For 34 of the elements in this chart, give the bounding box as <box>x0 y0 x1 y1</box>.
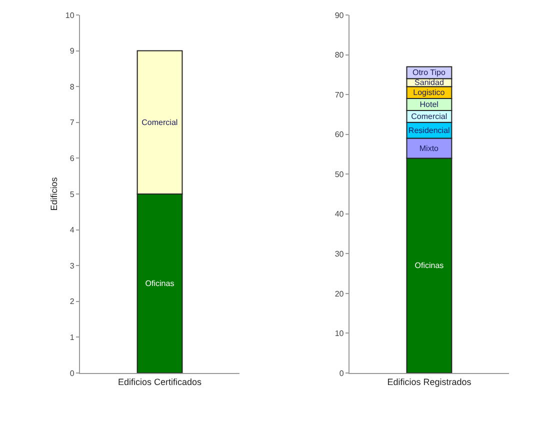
y-tick-label: 90 <box>334 10 344 20</box>
y-tick-label: 60 <box>334 130 344 140</box>
y-tick-label: 4 <box>70 226 75 235</box>
y-tick-label: 10 <box>65 10 75 20</box>
y-tick-label: 20 <box>334 289 344 298</box>
series-label: Oficinas <box>145 279 174 288</box>
series-label: Hotel <box>420 100 439 109</box>
y-tick-label: 30 <box>334 249 344 258</box>
series-label: Logistico <box>413 88 446 98</box>
y-tick-label: 2 <box>70 297 75 306</box>
y-tick-label: 70 <box>334 90 344 100</box>
y-tick-label: 8 <box>70 82 75 92</box>
series-label: Oficinas <box>414 261 444 270</box>
y-tick-label: 1 <box>70 333 75 342</box>
y-tick-label: 6 <box>70 154 75 163</box>
y-axis-title: Edificios <box>48 176 59 211</box>
y-tick-label: 9 <box>70 46 75 56</box>
y-tick-label: 0 <box>70 368 75 378</box>
y-tick-label: 7 <box>70 118 75 128</box>
y-tick-label: 5 <box>70 190 75 199</box>
x-tick-label: Edificios Certificados <box>118 376 202 387</box>
y-tick-label: 80 <box>334 50 344 60</box>
x-tick-label: Edificios Registrados <box>387 376 472 387</box>
series-label: Residencial <box>408 126 450 135</box>
y-tick-label: 40 <box>334 210 344 219</box>
series-label: Mixto <box>419 144 440 153</box>
y-tick-label: 0 <box>339 368 344 378</box>
y-tick-label: 10 <box>334 329 344 338</box>
series-label: Otro Tipo <box>412 68 446 78</box>
series-label: Comercial <box>411 112 448 121</box>
y-tick-label: 3 <box>70 261 75 270</box>
y-tick-label: 50 <box>334 170 344 179</box>
series-label: Sanidad <box>414 78 444 88</box>
series-label: Comercial <box>142 118 178 127</box>
